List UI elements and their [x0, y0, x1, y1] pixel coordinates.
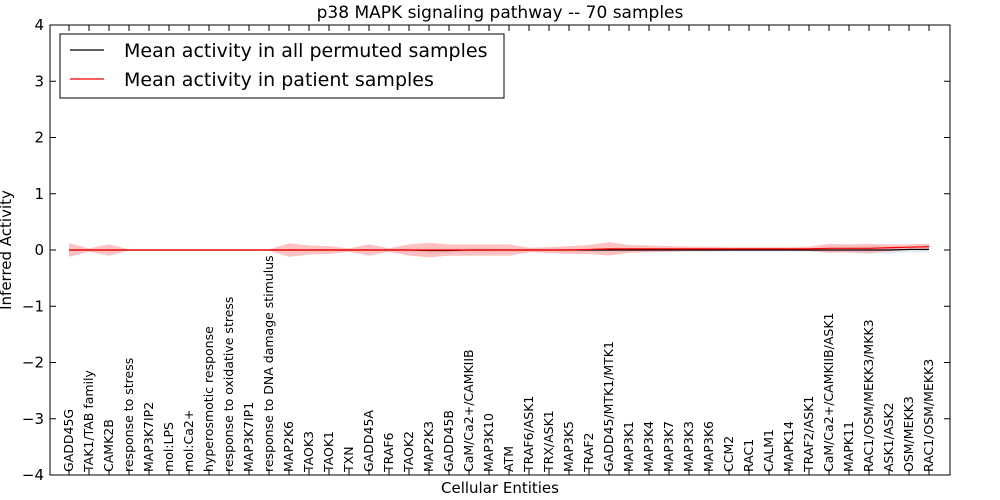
x-category-label: ATM [501, 446, 516, 472]
x-category-label: MAP3K10 [481, 413, 496, 472]
x-axis: GADD45G TAK1/TAB family CAMK2B response to … [61, 25, 936, 475]
y-tick-label: 4 [34, 16, 44, 34]
x-category-label: MAP3K7IP2 [141, 402, 156, 472]
plot-frame [49, 24, 951, 476]
legend-label-patient: Mean activity in patient samples [124, 69, 434, 91]
y-tick-label: 3 [34, 72, 44, 90]
x-category-label: GADD45G [61, 409, 76, 472]
y-axis-label: Inferred Activity [0, 190, 15, 310]
legend: Mean activity in all permuted samples Me… [59, 33, 505, 99]
x-category-label: ASK1/ASK2 [881, 403, 896, 472]
x-category-label: TRX/ASK1 [541, 410, 556, 473]
y-tick-label: −1 [22, 297, 44, 315]
x-category-label: TAOK3 [301, 431, 316, 473]
x-category-label: RAC1/OSM/MEKK3 [921, 359, 936, 472]
x-category-label: TRAF2/ASK1 [801, 396, 816, 473]
x-category-label: OSM/MEKK3 [901, 396, 916, 472]
x-category-label: mol:LPS [161, 422, 176, 472]
y-tick-label: 2 [34, 129, 44, 147]
x-category-label: RAC1 [741, 439, 756, 472]
x-category-label: MAP3K7 [661, 421, 676, 472]
x-category-label: CALM1 [761, 429, 776, 472]
x-category-label: MAP3K7IP1 [241, 402, 256, 472]
x-category-label: RAC1/OSM/MEKK3/MKK3 [861, 319, 876, 472]
y-tick-label: 1 [34, 185, 44, 203]
x-category-label: response to oxidative stress [221, 297, 236, 472]
x-category-label: TAOK1 [321, 431, 336, 473]
x-category-label: TRAF6 [381, 432, 396, 473]
y-tick-label: −3 [22, 410, 44, 428]
x-category-label: CaM/Ca2+/CAMKIIB [461, 349, 476, 472]
x-category-label: TXN [341, 446, 356, 473]
x-category-label: MAP3K6 [701, 421, 716, 472]
x-category-label: MAP3K3 [681, 421, 696, 472]
x-category-label: MAP3K4 [641, 421, 656, 472]
x-axis-label: Cellular Entities [441, 479, 559, 497]
legend-label-permuted: Mean activity in all permuted samples [124, 40, 487, 62]
chart-title: p38 MAPK signaling pathway -- 70 samples [317, 3, 684, 23]
series-lines [69, 246, 930, 252]
y-tick-label: 0 [34, 241, 44, 259]
y-tick-label: −4 [22, 466, 44, 484]
x-category-label: MAPK14 [781, 421, 796, 472]
x-category-label: response to stress [121, 358, 136, 472]
x-category-label: GADD45/MTK1/MTK1 [601, 341, 616, 472]
x-category-label: TAOK2 [401, 431, 416, 473]
x-category-label: TRAF6/ASK1 [521, 396, 536, 473]
x-category-label: TAK1/TAB family [81, 369, 96, 473]
x-category-label: mol:Ca2+ [181, 410, 196, 472]
x-category-label: MAPK11 [841, 421, 856, 472]
x-category-label: MAP3K5 [561, 421, 576, 472]
y-tick-label: −2 [22, 354, 44, 372]
x-category-label: TRAF2 [581, 432, 596, 473]
legend-box [59, 33, 505, 99]
x-category-label: response to DNA damage stimulus [261, 255, 276, 472]
x-category-label: CaM/Ca2+/CAMKIIB/ASK1 [821, 313, 836, 472]
x-category-label: MAP3K1 [621, 421, 636, 472]
line-patient [69, 246, 930, 251]
x-category-label: GADD45A [361, 410, 376, 472]
y-axis: 4 3 2 1 0 −1 −2 −3 −4 [22, 16, 950, 484]
x-category-label: MAP2K3 [421, 421, 436, 472]
x-category-label: CCM2 [721, 436, 736, 472]
x-category-label: CAMK2B [101, 419, 116, 472]
x-category-label: MAP2K6 [281, 421, 296, 472]
x-category-label: hyperosmotic response [201, 326, 216, 472]
x-category-label: GADD45B [441, 410, 456, 472]
